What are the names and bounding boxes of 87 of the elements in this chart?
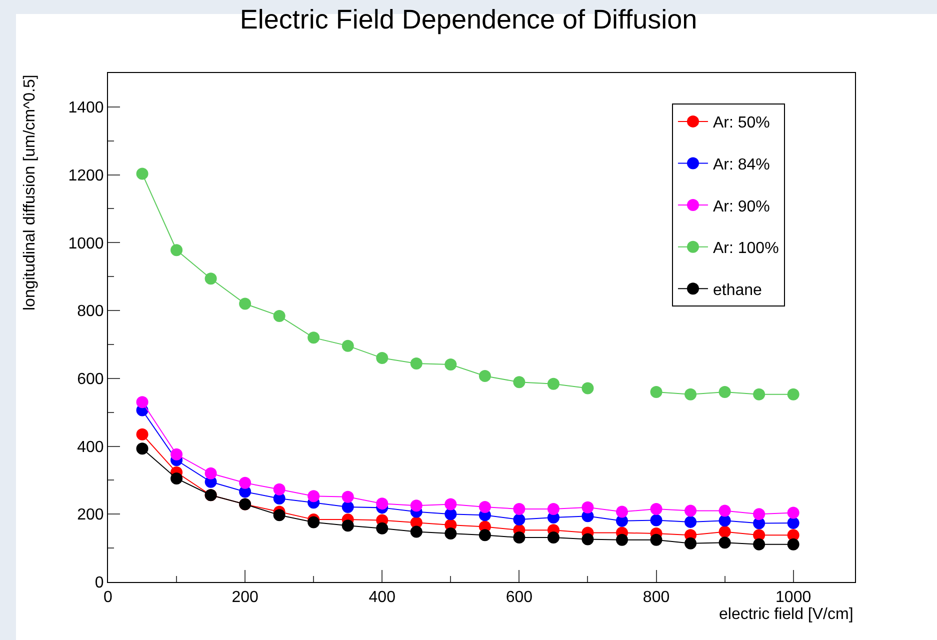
- point: [376, 522, 388, 534]
- point: [410, 526, 422, 538]
- legend-label: Ar: 84%: [712, 156, 770, 174]
- y-tick-label: 1000: [68, 235, 104, 252]
- x-tick-label: 200: [232, 589, 259, 606]
- point: [273, 483, 286, 496]
- point: [410, 500, 422, 512]
- point: [342, 490, 354, 503]
- y-tick-label: 1200: [68, 167, 104, 184]
- y-tick-label: 0: [94, 574, 104, 592]
- point: [136, 396, 148, 408]
- y-axis-title: longitudinal diffusion [um/cm^0.5]: [22, 74, 38, 310]
- chart-title: Electric Field Dependence of Diffusion: [240, 4, 698, 34]
- point: [513, 514, 526, 526]
- point: [513, 376, 526, 388]
- x-tick-label: 600: [506, 589, 533, 606]
- point: [753, 388, 766, 400]
- point: [478, 529, 491, 542]
- point: [478, 501, 491, 514]
- point: [650, 534, 662, 546]
- legend-label: Ar: 100%: [712, 240, 779, 258]
- point: [444, 358, 457, 370]
- legend-label: ethane: [712, 282, 762, 299]
- point: [616, 506, 628, 518]
- point: [684, 516, 697, 528]
- point: [376, 352, 388, 364]
- point: [547, 378, 560, 390]
- point: [582, 533, 594, 546]
- point: [582, 382, 594, 394]
- point: [650, 514, 662, 526]
- point: [342, 520, 354, 532]
- point: [753, 508, 766, 520]
- y-tick-label: 600: [77, 371, 104, 388]
- point: [718, 536, 731, 549]
- point: [308, 516, 320, 528]
- x-tick-label: 800: [642, 589, 670, 606]
- legend-label: Ar: 90%: [712, 198, 770, 216]
- y-tick-label: 1400: [68, 100, 104, 117]
- point: [787, 506, 800, 519]
- x-tick-label: 1000: [776, 589, 812, 606]
- point: [787, 388, 800, 400]
- point: [787, 516, 800, 529]
- y-tick-label: 200: [77, 506, 104, 524]
- point: [308, 490, 320, 502]
- point: [513, 532, 526, 544]
- point: [718, 504, 731, 517]
- point: [410, 357, 422, 370]
- y-tick-label: 400: [77, 438, 104, 456]
- point: [444, 498, 457, 510]
- point: [273, 509, 286, 522]
- point: [547, 532, 560, 544]
- point: [239, 298, 252, 310]
- point: [684, 388, 697, 400]
- point: [342, 501, 354, 514]
- point: [787, 538, 800, 550]
- point: [239, 476, 252, 489]
- point: [308, 332, 320, 344]
- point: [444, 527, 457, 540]
- point: [718, 526, 731, 538]
- point: [342, 340, 354, 352]
- y-tick-label: 800: [77, 303, 104, 320]
- point: [753, 538, 766, 550]
- x-axis-title: electric field [V/cm]: [719, 606, 854, 623]
- point: [684, 537, 697, 550]
- point: [136, 428, 148, 440]
- point: [444, 508, 457, 520]
- point: [684, 504, 697, 517]
- point: [718, 514, 731, 527]
- point: [136, 442, 148, 455]
- point: [273, 310, 286, 322]
- point: [170, 448, 183, 460]
- point: [376, 498, 388, 510]
- point: [478, 370, 491, 382]
- point: [616, 534, 628, 546]
- point: [650, 386, 662, 398]
- legend-label: Ar: 50%: [712, 114, 770, 132]
- point: [547, 503, 560, 516]
- point: [650, 503, 662, 516]
- point: [204, 467, 217, 480]
- point: [582, 501, 594, 514]
- point: [170, 244, 183, 256]
- point: [204, 272, 217, 285]
- point: [513, 503, 526, 516]
- x-tick-label: 400: [368, 589, 396, 606]
- point: [136, 168, 148, 180]
- point: [718, 386, 731, 398]
- point: [170, 472, 183, 484]
